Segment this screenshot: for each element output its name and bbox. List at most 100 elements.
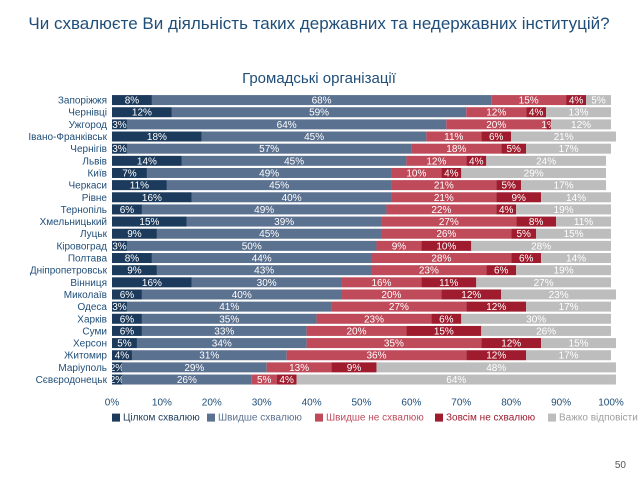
bar-segment [481, 131, 512, 142]
x-tick-label: 90% [551, 398, 571, 409]
data-label: 18% [446, 144, 466, 155]
bar-segment [121, 362, 267, 373]
bar-segment [526, 301, 611, 312]
bar-segment [511, 253, 542, 264]
bar-segment [126, 143, 412, 154]
data-label: 26% [436, 229, 456, 240]
bar-segment [381, 216, 517, 227]
data-label: 6% [120, 205, 135, 216]
data-label: 21% [434, 181, 454, 192]
category-label: Одеса [77, 302, 107, 313]
bar-segment [112, 180, 167, 191]
data-label: 14% [566, 254, 586, 265]
bar-segment [141, 325, 307, 336]
bar-segment [151, 95, 492, 106]
data-label: 59% [309, 108, 329, 119]
data-label: 5% [516, 229, 531, 240]
data-label: 19% [554, 266, 574, 277]
data-label: 3% [112, 120, 127, 131]
bar-segment [406, 155, 467, 166]
data-label: 26% [536, 326, 556, 337]
bar-segment [516, 216, 557, 227]
data-label: 4% [469, 156, 484, 167]
data-label: 30% [526, 314, 546, 325]
data-label: 4% [569, 96, 584, 107]
data-label: 28% [431, 254, 451, 265]
data-label: 45% [304, 132, 324, 143]
data-label: 9% [127, 229, 142, 240]
bar-segment [112, 240, 127, 251]
bar-segment [112, 338, 137, 349]
bar-segment [376, 240, 422, 251]
data-label: 49% [259, 168, 279, 179]
bar-segment [276, 374, 297, 385]
data-label: 10% [406, 168, 426, 179]
bar-segment [481, 338, 542, 349]
data-label: 20% [381, 290, 401, 301]
x-tick-label: 60% [401, 398, 421, 409]
bar-segment [112, 95, 152, 106]
data-label: 11% [444, 132, 463, 143]
data-label: 4% [499, 205, 514, 216]
data-label: 4% [279, 375, 294, 386]
data-label: 45% [259, 229, 279, 240]
data-label: 8% [125, 96, 140, 107]
data-label: 15% [434, 326, 454, 337]
data-label: 27% [439, 217, 459, 228]
category-label: Львів [82, 156, 107, 167]
x-tick-label: 40% [302, 398, 322, 409]
bar-segment [426, 131, 482, 142]
bar-segment [566, 95, 587, 106]
bar-segment [146, 167, 392, 178]
data-label: 3% [112, 241, 127, 252]
category-label: Суми [82, 326, 107, 337]
bar-segment [201, 131, 427, 142]
bar-segment [516, 204, 611, 215]
bar-segment [391, 167, 442, 178]
data-label: 21% [554, 132, 574, 143]
page-number: 50 [614, 460, 626, 471]
x-tick-label: 30% [252, 398, 272, 409]
bar-segment [466, 350, 527, 361]
legend-label: Важко відповісти [559, 413, 638, 424]
bar-segment [112, 325, 142, 336]
data-label: 9% [127, 266, 142, 277]
bar-segment [126, 119, 447, 130]
data-label: 5% [506, 144, 521, 155]
data-label: 35% [219, 314, 239, 325]
bar-segment [112, 313, 142, 324]
bar-segment [546, 119, 552, 130]
data-label: 3% [112, 302, 127, 313]
bar-segment [112, 289, 142, 300]
bar-segment [266, 362, 332, 373]
legend-swatch [207, 413, 215, 422]
bar-segment [341, 277, 422, 288]
bar-segment [406, 325, 482, 336]
bar-segment [541, 338, 616, 349]
category-label: Полтава [68, 254, 108, 265]
data-label: 12% [571, 120, 591, 131]
data-label: 9% [511, 193, 526, 204]
data-label: 4% [115, 351, 130, 362]
bar-segment [461, 167, 607, 178]
data-label: 23% [549, 290, 569, 301]
bar-segment [112, 228, 157, 239]
legend-label: Зовсім не схвалюю [446, 413, 536, 424]
bar-segment [391, 180, 497, 191]
bar-segment [486, 265, 517, 276]
data-label: 45% [284, 156, 304, 167]
data-label: 4% [529, 108, 544, 119]
data-label: 6% [439, 314, 454, 325]
data-label: 16% [371, 278, 391, 289]
data-label: 20% [347, 326, 367, 337]
category-label: Рівне [82, 193, 108, 204]
bar-segment [251, 374, 277, 385]
data-label: 49% [254, 205, 274, 216]
category-label: Дніпропетровськ [30, 266, 108, 277]
bar-segment [441, 167, 462, 178]
x-tick-label: 0% [105, 398, 120, 409]
bar-segment [331, 362, 377, 373]
data-label: 17% [559, 144, 579, 155]
bar-segment [306, 325, 407, 336]
bar-segment [112, 350, 132, 361]
